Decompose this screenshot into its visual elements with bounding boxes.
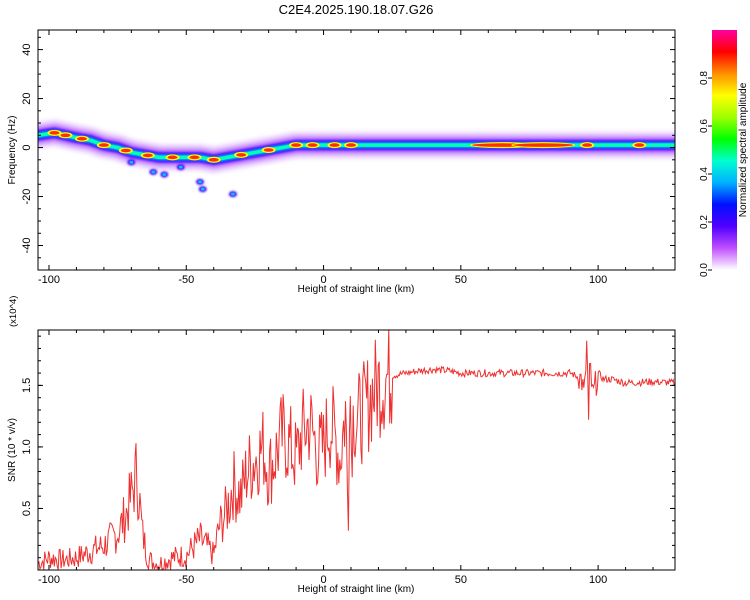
colorbar-tick-label: 0.8 xyxy=(699,71,710,85)
chart-title: C2E4.2025.190.18.07.G26 xyxy=(279,2,434,17)
spectrogram-hotspot-core xyxy=(329,143,340,147)
x-tick-label: -100 xyxy=(38,574,60,586)
spectrogram-hotspot-core xyxy=(142,153,153,158)
spectrogram-frame xyxy=(37,29,676,271)
x-tick-label: 100 xyxy=(589,274,607,286)
y-tick-label: 40 xyxy=(21,43,33,55)
x-tick-label: -100 xyxy=(38,274,60,286)
spectrogram-blob-core xyxy=(129,160,134,164)
y-tick-label: 0 xyxy=(21,144,33,150)
colorbar-tick-label: 0.0 xyxy=(699,263,710,277)
colorbar-ticks: 0.0 0.2 0.4 0.6 0.8 xyxy=(699,71,712,277)
spectrogram-blob-core xyxy=(151,170,156,174)
y-tick-label: 20 xyxy=(21,92,33,104)
spectrogram-hotspot-core xyxy=(189,155,200,160)
spectrogram-hotspot-core xyxy=(120,148,131,153)
spectrogram-image xyxy=(38,119,675,198)
x-tick-label: 50 xyxy=(455,274,467,286)
x-tick-label: 50 xyxy=(455,574,467,586)
spectrogram-hotspot-core xyxy=(346,143,357,147)
colorbar-tick-label: 0.2 xyxy=(699,215,710,229)
x-tick-label: 0 xyxy=(320,574,326,586)
spectrogram-hotspot-core xyxy=(208,157,219,162)
spectrogram-blob-core xyxy=(230,192,235,196)
spectrogram-y-label: Frequency (Hz) xyxy=(7,116,18,185)
y-tick-label: 0.5 xyxy=(21,501,33,516)
spectrogram-x-ticks: -100 -50 0 50 100 xyxy=(38,30,654,286)
spectrogram-hotspot-core xyxy=(60,133,71,138)
spectrogram-blob-core xyxy=(197,180,202,184)
y-tick-label: -40 xyxy=(21,238,33,254)
x-tick-label: -50 xyxy=(178,274,194,286)
spectrogram-hotspot-core xyxy=(291,143,302,147)
snr-y-label: SNR (10 * v/v) xyxy=(7,418,18,482)
snr-multiplier-label: (x10^4) xyxy=(8,296,19,327)
spectrogram-y-ticks: -40 -20 0 20 40 xyxy=(21,36,675,271)
spectrogram-hotspot-core xyxy=(76,136,87,141)
snr-line xyxy=(38,330,675,570)
snr-panel: -100 -50 0 50 100 0.5 1.0 1.5 Height of straig… xyxy=(7,296,676,595)
x-tick-label: -50 xyxy=(178,574,194,586)
snr-x-ticks: -100 -50 0 50 100 xyxy=(38,330,654,586)
snr-frame xyxy=(37,329,676,571)
spectrogram-hotspot-core xyxy=(634,143,645,147)
x-tick-label: 100 xyxy=(589,574,607,586)
spectrogram-x-label: Height of straight line (km) xyxy=(298,284,415,295)
spectrogram-blob-core xyxy=(162,172,167,176)
spectrogram-blob-core xyxy=(178,165,183,169)
spectrogram-blob-core xyxy=(200,187,205,191)
spectrogram-panel: -100 -50 0 50 100 -40 -20 0 20 40 Height of stra… xyxy=(7,29,676,295)
spectrogram-hotspot-core xyxy=(582,143,593,147)
spectrogram-hotspot-core xyxy=(236,153,247,157)
spectrogram-hotspot-core xyxy=(307,143,318,147)
colorbar: 0.0 0.2 0.4 0.6 0.8 Normalized spectral ampl… xyxy=(699,30,749,277)
colorbar-scale xyxy=(712,30,737,270)
spectrogram-hotspot-core xyxy=(167,155,178,160)
y-tick-label: -20 xyxy=(21,189,33,205)
snr-y-ticks: 0.5 1.0 1.5 xyxy=(21,335,675,559)
spectrogram-hotspot-core xyxy=(49,131,60,135)
colorbar-tick-label: 0.4 xyxy=(699,167,710,181)
colorbar-label: Normalized spectral amplitude xyxy=(738,82,749,217)
y-tick-label: 1.0 xyxy=(21,439,33,454)
spectrogram-hotspot-core xyxy=(263,148,274,152)
spectrogram-hotspot-core xyxy=(513,143,574,147)
snr-x-label: Height of straight line (km) xyxy=(298,584,415,595)
spectrogram-hotspot-core xyxy=(98,143,109,147)
x-tick-label: 0 xyxy=(320,274,326,286)
snr-series xyxy=(38,330,675,570)
snr-plot-area xyxy=(38,330,675,570)
y-tick-label: 1.5 xyxy=(21,378,33,393)
colorbar-tick-label: 0.6 xyxy=(699,119,710,133)
